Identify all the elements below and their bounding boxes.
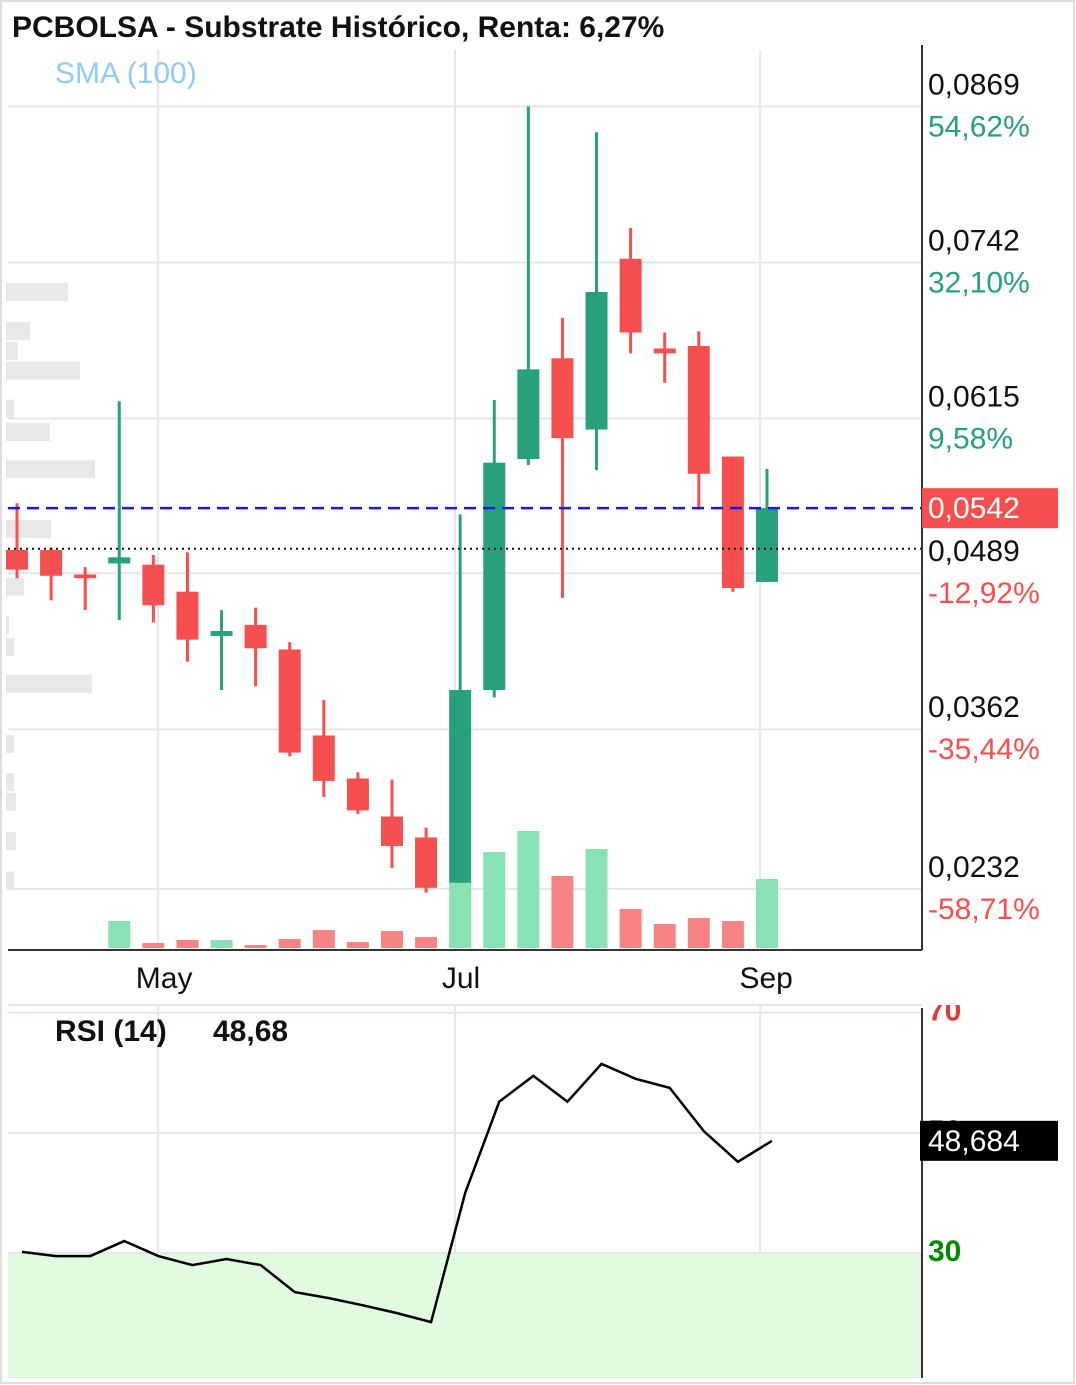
candle-body (346, 778, 369, 811)
volume-profile-bar (6, 520, 51, 539)
volume-bar (108, 921, 131, 948)
volume-profile-bar (6, 577, 24, 596)
last-price-box (922, 488, 1058, 529)
volume-profile-bar (6, 341, 18, 360)
candle-body (721, 456, 744, 589)
candle-body (551, 358, 574, 439)
volume-profile-bar (6, 615, 9, 634)
volume-bar (176, 940, 199, 948)
y-tick-label: 30 (928, 1235, 961, 1268)
volume-profile-bar (6, 674, 92, 693)
x-tick-label: Jul (442, 962, 480, 995)
x-axis-band (3, 951, 1073, 1005)
volume-bar (483, 852, 506, 948)
volume-profile-bar (6, 399, 14, 418)
volume-profile-bar (6, 792, 16, 811)
volume-bar (517, 831, 540, 948)
volume-profile-bar (6, 459, 95, 478)
volume-bar (415, 937, 438, 948)
volume-bar (619, 909, 642, 948)
x-tick-label: May (136, 962, 193, 995)
candle-body (74, 574, 97, 579)
axis-labels: 0,0869 54,62% 0,0742 32,10% 0,0615 9,58% 0,048… (920, 68, 1058, 1161)
y-tick-label: 0,0742 (928, 224, 1020, 257)
last-price-label: 0,0542 (928, 492, 1020, 525)
y-tick-label: 0,0489 (928, 535, 1020, 568)
candle-body (108, 557, 131, 564)
y-tick-label: 0,0232 (928, 851, 1020, 884)
rsi-value: 48,68 (213, 1015, 288, 1048)
volume-bar (551, 876, 574, 948)
candle-body (653, 348, 676, 354)
candle-body (415, 837, 438, 888)
volume-bar (210, 940, 233, 948)
chart-title: PCBOLSA - Substrate Histórico, Renta: 6,… (12, 11, 664, 44)
price-panel (6, 106, 922, 948)
candle-body (755, 508, 778, 582)
volume-bar (244, 945, 267, 948)
y-tick-change: 9,58% (928, 422, 1013, 455)
volume-bar (449, 883, 472, 948)
y-tick-change: -58,71% (928, 893, 1040, 926)
volume-profile-bar (6, 282, 68, 301)
candle-body (6, 549, 28, 570)
candle-body (312, 735, 335, 781)
volume-profile-bar (6, 361, 80, 380)
y-tick-change: -35,44% (928, 733, 1040, 766)
candle-body (585, 291, 608, 430)
rsi-value-box (920, 1120, 1058, 1161)
volume-bar (653, 924, 676, 948)
candle-body (619, 258, 642, 333)
candle-body (210, 631, 233, 636)
volume-bar (142, 943, 165, 948)
volume-bar (585, 849, 608, 948)
candle-body (483, 462, 506, 690)
volume-profile-bar (6, 773, 14, 792)
volume-bar (721, 921, 744, 948)
candle-body (40, 549, 63, 576)
y-tick-change: 54,62% (928, 110, 1030, 143)
volume-bar (346, 942, 369, 948)
volume-bar (687, 918, 710, 948)
volume-profile-bar (6, 423, 50, 441)
volume-bar (755, 879, 778, 948)
volume-profile-bar (6, 832, 16, 851)
candle-body (517, 369, 540, 460)
candle-body (380, 816, 403, 847)
volume-profile-bar (6, 871, 14, 890)
y-tick-label: 0,0362 (928, 691, 1020, 724)
volume-profile-bar (6, 322, 30, 341)
candle-body (244, 624, 267, 649)
x-axis: May Jul Sep (3, 949, 1073, 1006)
title-bar (8, 6, 922, 50)
volume-bar (312, 930, 335, 948)
y-tick-label: 0,0869 (928, 68, 1020, 101)
rsi-title: RSI (14) (55, 1015, 167, 1048)
candle-body (142, 564, 165, 606)
volume-bar (278, 939, 301, 948)
y-tick-change: -12,92% (928, 577, 1040, 610)
volume-profile-bar (6, 638, 14, 656)
legend-entry: SMA (100) (55, 57, 197, 90)
candle-body (278, 649, 301, 753)
y-tick-label: 0,0615 (928, 380, 1020, 413)
candle-body (449, 690, 472, 883)
y-tick-change: 32,10% (928, 266, 1030, 299)
candle-body (176, 591, 199, 640)
candle-body (687, 346, 710, 474)
rsi-panel: 705030 (8, 995, 961, 1378)
volume-bar (380, 931, 403, 948)
rsi-line (21, 1062, 773, 1324)
rsi-value-label: 48,684 (928, 1125, 1020, 1158)
oversold-zone (8, 1253, 922, 1378)
volume-profile-bar (6, 735, 14, 754)
x-tick-label: Sep (739, 962, 792, 995)
